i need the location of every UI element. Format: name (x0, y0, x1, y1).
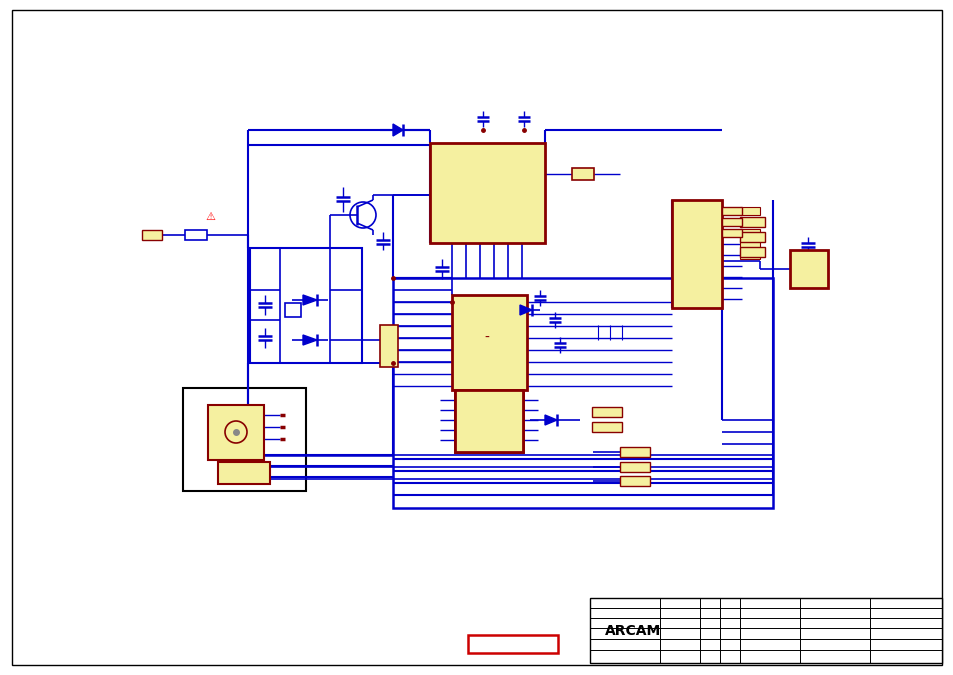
Bar (185, 230, 207, 240)
Bar (721, 218, 741, 226)
Bar (455, 390, 522, 452)
Bar (218, 462, 270, 484)
Bar (740, 207, 760, 215)
Bar (592, 407, 621, 417)
Bar (572, 168, 594, 180)
Bar (740, 251, 760, 259)
Bar (619, 476, 649, 486)
Bar (619, 462, 649, 472)
Bar (740, 217, 764, 227)
Bar (468, 635, 558, 653)
Bar (208, 405, 264, 460)
Text: -: - (484, 331, 489, 345)
Polygon shape (303, 335, 316, 345)
Bar (589, 598, 941, 663)
Polygon shape (303, 295, 316, 305)
Bar (393, 278, 772, 508)
Bar (619, 447, 649, 457)
Bar (740, 218, 760, 226)
Bar (721, 207, 741, 215)
Bar (285, 303, 301, 317)
Polygon shape (544, 415, 557, 425)
Bar (183, 388, 306, 491)
Text: ARCAM: ARCAM (604, 624, 660, 638)
Polygon shape (393, 124, 402, 136)
Bar (721, 229, 741, 237)
Bar (455, 390, 522, 452)
Bar (740, 240, 760, 248)
Bar (142, 230, 162, 240)
Bar (789, 250, 827, 288)
Bar (740, 232, 764, 242)
Bar (592, 422, 621, 432)
Bar (430, 143, 544, 243)
Bar (671, 200, 721, 308)
Text: ⚠: ⚠ (205, 212, 214, 222)
Bar (379, 325, 397, 367)
Polygon shape (519, 305, 532, 315)
Bar (250, 248, 361, 363)
Bar (740, 229, 760, 237)
Bar (452, 295, 526, 390)
Bar (740, 247, 764, 257)
